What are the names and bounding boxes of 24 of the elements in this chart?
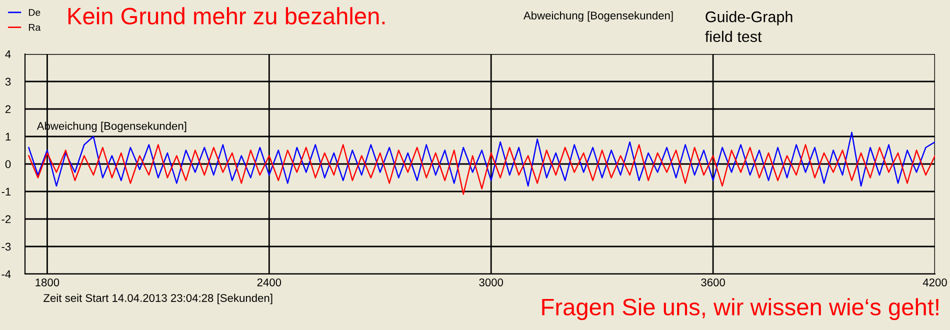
text: Guide-Graph <box>706 11 792 26</box>
x-tick-label: 3600 <box>701 278 725 286</box>
line-series <box>28 144 935 195</box>
legend-label: Ra <box>28 24 41 31</box>
y-tick-label: -4 <box>2 270 11 278</box>
x-tick-label: 3000 <box>479 278 504 286</box>
chart-title: Kein Grund mehr zu bezahlen. <box>68 7 385 24</box>
y-tick-label: 3 <box>5 78 11 86</box>
y-tick-label: -2 <box>2 215 11 224</box>
y-tick-label: -1 <box>2 188 11 196</box>
y-tick-label: 1 <box>6 132 11 141</box>
x-tick-label: 4200 <box>922 278 947 286</box>
text: field test <box>705 30 762 42</box>
x-axis-title: Zeit seit Start 14.04.2013 23:04:28 [Sekunden] <box>44 294 272 304</box>
y-tick-label: 2 <box>5 105 11 114</box>
y-tick-label: -3 <box>2 242 11 251</box>
legend-label: De <box>28 9 40 16</box>
y-tick-label: 0 <box>5 160 11 168</box>
line-series <box>28 132 935 187</box>
text: Abweichung [Bogensekunden] <box>523 11 673 22</box>
x-tick-label: 2400 <box>257 278 282 286</box>
x-tick-label: 1800 <box>36 278 60 286</box>
y-tick-label: 4 <box>5 50 11 58</box>
text: Fragen Sie uns, wir wissen wie‘s geht! <box>542 298 938 320</box>
